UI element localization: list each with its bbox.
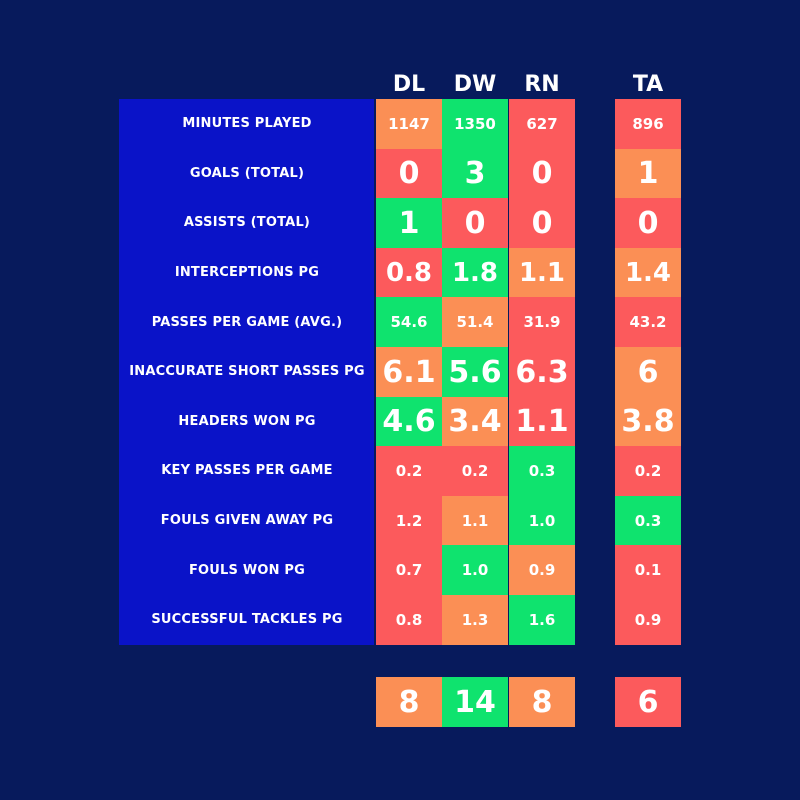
total-cell-rn: 8 [509,677,575,727]
total-cell-dw: 14 [442,677,508,727]
value-cell: 0 [376,148,442,199]
value-cell: 1.2 [376,495,442,546]
value-cell: 6.3 [509,347,575,398]
value-cell: 0.7 [376,545,442,596]
value-cell: 1.6 [509,595,575,646]
value-cell: 4.6 [376,396,442,447]
value-cell: 1.8 [442,247,508,298]
value-cell: 6 [615,347,681,398]
value-cell: 1.1 [509,247,575,298]
value-cell: 0.9 [615,595,681,646]
value-cell: 1 [615,148,681,199]
value-cell: 0.2 [376,446,442,497]
value-cell: 1.1 [442,495,508,546]
value-cell: 0 [615,198,681,249]
value-cell: 54.6 [376,297,442,348]
row-label: MINUTES PLAYED [182,116,312,132]
column-header-dl: DL [392,72,426,97]
value-cell: 1.1 [509,396,575,447]
value-cell: 1147 [376,99,442,150]
value-cell: 1 [376,198,442,249]
column-header-rn: RN [524,72,560,97]
value-cell: 1.0 [509,495,575,546]
value-cell: 3.8 [615,396,681,447]
value-cell: 1.3 [442,595,508,646]
total-cell-ta: 6 [615,677,681,727]
value-cell: 0.2 [442,446,508,497]
row-label: KEY PASSES PER GAME [161,463,333,479]
value-cell: 1.4 [615,247,681,298]
value-cell: 0.2 [615,446,681,497]
value-cell: 3.4 [442,396,508,447]
value-cell: 31.9 [509,297,575,348]
value-cell: 0.9 [509,545,575,596]
value-cell: 5.6 [442,347,508,398]
row-label: HEADERS WON PG [178,413,316,429]
row-label: FOULS WON PG [188,562,306,578]
value-cell: 51.4 [442,297,508,348]
row-label: INTERCEPTIONS PG [174,265,320,281]
row-label: ASSISTS (TOTAL) [183,215,311,231]
value-cell: 0 [509,198,575,249]
value-cell: 1350 [442,99,508,150]
row-label: INACCURATE SHORT PASSES PG [129,364,365,380]
column-header-dw: DW [453,72,497,97]
value-cell: 6.1 [376,347,442,398]
row-label: GOALS (TOTAL) [189,165,305,181]
total-cell-dl: 8 [376,677,442,727]
value-cell: 0.3 [615,495,681,546]
row-label: SUCCESSFUL TACKLES PG [151,612,343,628]
value-cell: 0.1 [615,545,681,596]
value-cell: 1.0 [442,545,508,596]
value-cell: 0.8 [376,247,442,298]
column-header-ta: TA [632,72,664,97]
value-cell: 0 [442,198,508,249]
value-cell: 896 [615,99,681,150]
value-cell: 0 [509,148,575,199]
row-label: FOULS GIVEN AWAY PG [160,513,334,529]
value-cell: 627 [509,99,575,150]
value-cell: 3 [442,148,508,199]
value-cell: 43.2 [615,297,681,348]
row-label: PASSES PER GAME (AVG.) [151,314,343,330]
value-cell: 0.3 [509,446,575,497]
row-label-panel [119,99,374,645]
value-cell: 0.8 [376,595,442,646]
